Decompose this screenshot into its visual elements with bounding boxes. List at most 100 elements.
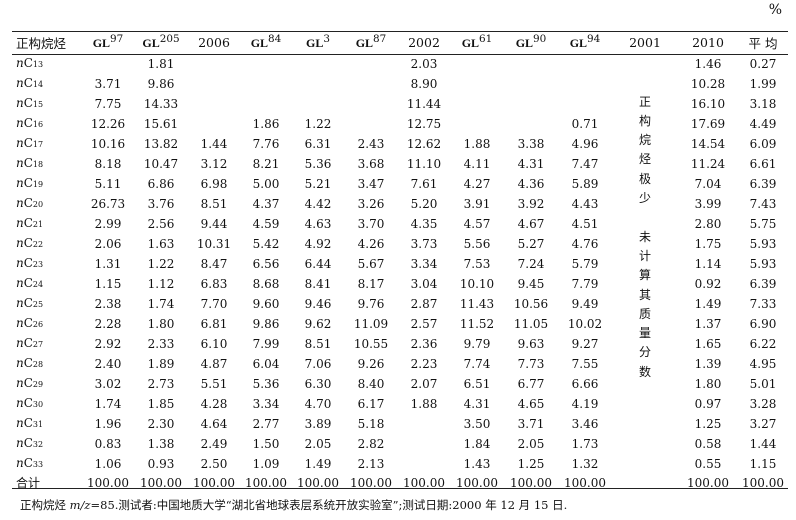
table-cell: 4.59 [252,216,280,231]
table-cell: 4.70 [304,396,332,411]
column-header: 2001 [629,35,661,50]
table-row: nC30 1.74 1.85 4.28 3.34 4.70 6.17 1.88 4.31 4.65… [12,394,788,414]
table-cell: 7.04 [694,176,722,191]
table-row: nC22 2.06 1.63 10.31 5.42 4.92 4.26 3.73 5.56 5.2… [12,234,788,254]
table-cell: 7.75 [94,96,122,111]
table-cell: 11.24 [690,156,726,171]
table-cell: 11.43 [459,296,495,311]
table-cell: 2.87 [410,296,438,311]
table-cell: 0.83 [94,436,122,451]
table-cell [188,94,240,114]
row-label-prefix: n [16,416,24,430]
table-cell [398,454,450,474]
table-cell: 3.27 [749,416,777,431]
table-cell: 6.39 [749,176,777,191]
table-cell: 1.09 [252,456,280,471]
row-label: nC14 [16,76,44,90]
table-cell: 3.02 [94,376,122,391]
note-char: 算 [638,268,651,283]
table-cell: 10.47 [143,156,179,171]
table-cell: 10.10 [459,276,495,291]
table-cell: 1.32 [571,456,599,471]
table-cell: 12.26 [90,116,126,131]
table-cell: 5.27 [517,236,545,251]
table-cell: 3.46 [571,416,599,431]
table-cell: 5.75 [749,216,777,231]
table-cell: 2.36 [410,336,438,351]
table-cell: 2.82 [357,436,385,451]
unit-label: % [768,2,782,18]
table-cell: 5.18 [357,416,385,431]
table-cell [240,54,292,74]
table-cell: 1.22 [304,116,332,131]
table-cell: 10.16 [90,136,126,151]
table-cell: 7.79 [571,276,599,291]
table-cell: 4.87 [200,356,228,371]
row-label: nC23 [16,256,44,270]
carbon-number: 20 [32,200,44,209]
row-label: nC29 [16,376,44,390]
table-cell: 6.17 [357,396,385,411]
table-cell: 7.99 [252,336,280,351]
row-label-prefix: n [16,256,24,270]
table-cell: 17.69 [690,116,726,131]
row-label-prefix: n [16,116,24,130]
table-cell: 7.70 [200,296,228,311]
table-cell [82,54,134,74]
table-cell: 9.63 [517,336,545,351]
table-cell: 1.06 [94,456,122,471]
carbon-number: 24 [32,280,44,289]
table-cell: 10.56 [513,296,549,311]
table-cell: 6.04 [252,356,280,371]
table-cell: 1.49 [304,456,332,471]
table-cell: 0.97 [694,396,722,411]
table-row: nC15 7.75 14.33 11.44 16.10 3.18 [12,94,788,114]
table-cell: 100.00 [297,476,339,491]
table-row: nC28 2.40 1.89 4.87 6.04 7.06 9.26 2.23 7.74 7.73… [12,354,788,374]
carbon-number: 25 [32,300,44,309]
table-cell: 4.31 [463,396,491,411]
table-cell: 100.00 [245,476,287,491]
table-cell: 7.24 [517,256,545,271]
table-cell: 4.51 [571,216,599,231]
table-cell: 3.47 [357,176,385,191]
table-cell [240,74,292,94]
row-label: nC25 [16,296,44,310]
row-label-prefix: n [16,136,24,150]
table-cell: 6.10 [200,336,228,351]
table-cell: 7.47 [571,156,599,171]
table-cell: 2.30 [147,416,175,431]
alkane-distribution-table: 正构烷烃 GL97 GL205 2006 GL84 GL3 GL87 2002 GL61 GL90… [12,31,788,493]
row-label: nC22 [16,236,44,250]
note-char: 少 [638,191,651,206]
table-row: nC13 1.81 2.03 正构烷烃极少 未计算其质量分数 1.46 0.27 [12,54,788,379]
note-spacer [612,73,678,92]
table-cell: 8.90 [410,76,438,91]
column-header-gl: GL [92,36,111,51]
header-rule [12,54,788,55]
table-cell: 9.26 [357,356,385,371]
table-cell: 6.44 [304,256,332,271]
table-cell: 5.42 [252,236,280,251]
row-label-prefix: n [16,316,24,330]
row-label-prefix: n [16,196,24,210]
table-cell: 3.73 [410,236,438,251]
table-body: nC13 1.81 2.03 正构烷烃极少 未计算其质量分数 1.46 0.27 nC14… [12,54,788,493]
table-cell: 1.88 [463,136,491,151]
table-cell: 1.80 [694,376,722,391]
row-label: 合计 [16,476,41,491]
carbon-number: 31 [32,420,44,429]
table-cell: 8.21 [252,156,280,171]
row-label-prefix: n [16,156,24,170]
table-cell: 4.96 [571,136,599,151]
table-cell: 100.00 [456,476,498,491]
table-cell [450,74,504,94]
table-cell: 3.34 [252,396,280,411]
footnote-text: =85.测试者:中国地质大学“湖北省地球表层系统开放实验室”;测试日期:2000… [90,498,568,512]
column-header-number: 61 [479,33,493,46]
table-cell: 3.99 [694,196,722,211]
table-cell: 1.81 [147,56,175,71]
table-cell: 2.56 [147,216,175,231]
table-cell: 0.27 [749,56,777,71]
table-cell [612,474,678,493]
